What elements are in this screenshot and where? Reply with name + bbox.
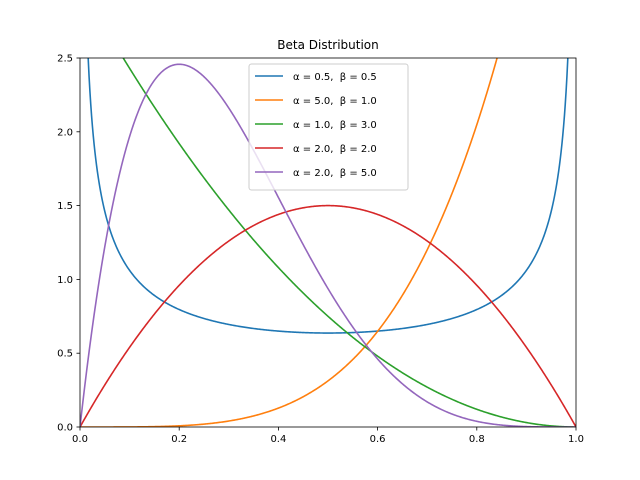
x-tick-label: 1.0	[568, 434, 584, 445]
series-line-2	[122, 58, 576, 427]
legend-label-0: α = 0.5, β = 0.5	[293, 72, 377, 83]
x-tick-label: 0.6	[370, 434, 386, 445]
x-tick-label: 0.8	[469, 434, 485, 445]
y-tick-label: 2.5	[57, 54, 73, 65]
x-tick-label: 0.4	[270, 434, 286, 445]
series-layer	[80, 58, 576, 427]
legend-box	[248, 63, 409, 191]
y-tick-label: 1.5	[57, 201, 73, 212]
chart-title: Beta Distribution	[277, 38, 379, 52]
y-tick-label: 1.0	[57, 275, 73, 286]
x-axis: 0.0 0.2 0.4 0.6 0.8 1.0	[72, 427, 584, 445]
x-tick-label: 0.0	[72, 434, 88, 445]
series-line-1	[80, 58, 498, 427]
x-tick-label: 0.2	[171, 434, 187, 445]
y-tick-label: 0.0	[57, 423, 73, 434]
legend-label-2: α = 1.0, β = 3.0	[293, 120, 377, 131]
legend-label-3: α = 2.0, β = 2.0	[293, 144, 377, 155]
legend-label-1: α = 5.0, β = 1.0	[293, 96, 377, 107]
series-line-4	[80, 63, 576, 427]
plot-frame	[79, 57, 577, 428]
legend: α = 0.5, β = 0.5 α = 5.0, β = 1.0 α = 1.0,…	[248, 63, 409, 191]
y-axis: 0.0 0.5 1.0 1.5 2.0 2.5	[57, 54, 80, 434]
series-line-3	[80, 204, 576, 427]
y-tick-label: 2.0	[57, 127, 73, 138]
y-tick-label: 0.5	[57, 349, 73, 360]
series-line-0	[87, 58, 569, 334]
legend-label-4: α = 2.0, β = 5.0	[293, 168, 377, 179]
